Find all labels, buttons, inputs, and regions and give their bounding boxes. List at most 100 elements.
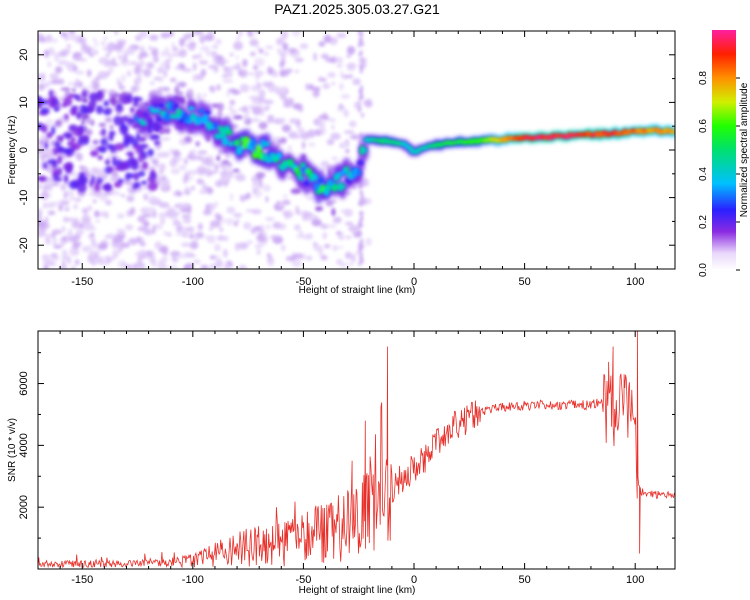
spectrogram-noise-blob: [265, 119, 275, 124]
spectrogram-noise-blob: [94, 50, 98, 55]
spectrogram-noise-blob: [89, 232, 95, 237]
spectrogram-noise-blob: [158, 168, 164, 175]
snr-y-tick-label: 6000: [18, 371, 30, 395]
spectrogram-noise-blob: [360, 256, 364, 262]
spectrogram-noise-blob: [209, 220, 221, 228]
ridge-core-blob: [67, 140, 74, 147]
spectrogram-noise-blob: [193, 259, 201, 265]
ridge-core-blob: [144, 102, 149, 107]
ridge-core-blob: [106, 143, 113, 149]
ridge-core-blob: [147, 126, 153, 134]
spectrogram-noise-blob: [187, 169, 198, 175]
spectrogram-x-tick-label: 50: [518, 276, 530, 288]
spectrogram-noise-blob: [203, 156, 210, 165]
spectrogram-noise-blob: [65, 61, 71, 69]
ridge-core-blob: [156, 115, 163, 122]
spectrogram-noise-blob: [280, 56, 286, 66]
spectrogram-noise-blob: [73, 203, 79, 210]
spectrogram-noise-blob: [283, 101, 289, 108]
spectrogram-noise-blob: [295, 234, 305, 239]
spectrogram-noise-blob: [48, 47, 55, 53]
spectrogram-noise-blob: [83, 245, 93, 251]
spectrogram-noise-blob: [98, 122, 107, 127]
spectrogram-noise-blob: [191, 55, 199, 59]
spectrogram-noise-blob: [169, 77, 177, 83]
ridge-core-blob: [52, 177, 62, 182]
spectrogram-noise-blob: [279, 137, 287, 144]
spectrogram-noise-blob: [80, 45, 91, 53]
spectrogram-noise-blob: [60, 87, 71, 91]
spectrogram-background-speckle: [38, 31, 373, 269]
snr-x-axis: -150 -100 -50 0 50 100: [37, 331, 658, 586]
spectrogram-noise-blob: [159, 245, 169, 254]
ridge-core-blob: [103, 108, 112, 116]
spectrogram-noise-blob: [235, 55, 239, 60]
spectrogram-noise-blob: [140, 207, 151, 214]
spectrogram-noise-blob: [191, 149, 196, 156]
spectrogram-noise-blob: [180, 202, 189, 208]
spectrogram-noise-blob: [228, 88, 238, 93]
spectrogram-noise-blob: [360, 50, 363, 56]
spectrogram-noise-blob: [256, 249, 261, 255]
spectrogram-noise-blob: [164, 211, 171, 217]
spectrogram-noise-blob: [149, 34, 159, 41]
spectrogram-noise-blob: [280, 244, 286, 252]
ridge-core-blob: [51, 97, 59, 107]
spectrogram-noise-blob: [113, 238, 119, 245]
spectrogram-noise-blob: [297, 105, 304, 113]
spectrogram-noise-blob: [339, 82, 344, 91]
spectrogram-y-axis: -20 -10 0 10 20: [18, 30, 675, 270]
spectrogram-noise-blob: [163, 69, 167, 78]
spectrogram-noise-blob: [218, 148, 223, 155]
spectrogram-noise-blob: [216, 84, 221, 91]
spectrogram-noise-blob: [327, 223, 337, 229]
spectrogram-noise-blob: [51, 229, 63, 235]
ridge-core-blob: [119, 125, 128, 130]
spectrogram-noise-blob: [305, 83, 310, 91]
spectrogram-x-tick-label: 0: [411, 276, 417, 288]
spectrogram-noise-blob: [322, 232, 328, 240]
spectrogram-noise-blob: [121, 55, 128, 63]
spectrogram-noise-blob: [147, 45, 153, 51]
ridge-core-blob: [221, 136, 229, 146]
spectrogram-noise-blob: [265, 216, 275, 222]
ridge-core-blob: [63, 174, 69, 184]
spectrogram-noise-blob: [281, 86, 289, 91]
ridge-core-blob: [198, 108, 205, 114]
spectrogram-noise-blob: [214, 200, 219, 208]
ridge-core-blob: [154, 108, 161, 114]
spectrogram-noise-blob: [342, 74, 349, 80]
spectrogram-noise-blob: [282, 42, 289, 51]
spectrogram-noise-blob: [156, 152, 164, 158]
spectrogram-noise-blob: [311, 219, 322, 227]
spectrogram-noise-blob: [72, 87, 76, 93]
spectrogram-noise-blob: [70, 265, 76, 269]
spectrogram-noise-blob: [165, 63, 170, 71]
ridge-core-blob: [136, 109, 143, 119]
spectrogram-noise-blob: [336, 64, 343, 68]
spectrogram-noise-blob: [222, 159, 230, 165]
ridge-core-blob: [355, 169, 362, 176]
spectrogram-noise-blob: [228, 106, 233, 110]
spectrogram-noise-blob: [251, 175, 257, 184]
spectrogram-noise-blob: [356, 101, 362, 105]
spectrogram-noise-blob: [223, 263, 231, 269]
ridge-core-blob: [88, 92, 99, 102]
spectrogram-noise-blob: [230, 109, 238, 116]
spectrogram-noise-blob: [45, 258, 51, 265]
spectrogram-noise-blob: [72, 66, 78, 70]
ridge-core-blob: [117, 162, 127, 172]
spectrogram-noise-blob: [47, 61, 52, 68]
spectrogram-noise-blob: [267, 114, 275, 121]
spectrogram-noise-blob: [203, 235, 215, 240]
ridge-core-blob: [303, 181, 310, 186]
spectrogram-noise-blob: [253, 190, 263, 198]
ridge-core-blob: [142, 161, 148, 170]
spectrogram-noise-blob: [329, 57, 337, 64]
ridge-core-blob: [339, 183, 346, 190]
spectrogram-noise-blob: [184, 158, 188, 165]
ridge-core-blob: [158, 103, 165, 108]
spectrogram-noise-blob: [241, 84, 250, 93]
ridge-core-blob: [77, 183, 87, 193]
spectrogram-noise-blob: [90, 236, 96, 245]
